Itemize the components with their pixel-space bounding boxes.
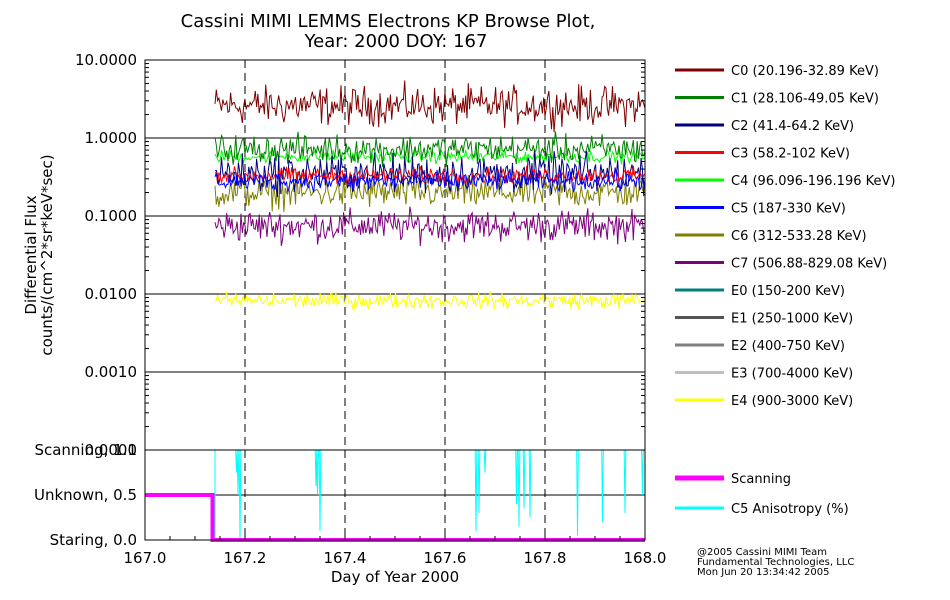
chart-title-line-2: Year: 2000 DOY: 167	[304, 31, 488, 52]
flux-y-tick-label: 0.1000	[85, 207, 138, 225]
x-axis-ticks: 167.0 167.2 167.4 167.6 167.8 168.0	[124, 532, 667, 567]
mode-legend-label: Scanning	[731, 472, 791, 487]
x-tick-label: 167.8	[524, 549, 567, 567]
flux-legend-label: C5 (187-330 KeV)	[731, 202, 846, 217]
flux-series-line	[214, 165, 646, 186]
flux-series-line	[214, 167, 646, 194]
flux-series-line	[214, 206, 646, 247]
mode-y-tick-label: Scanning, 1.0	[34, 441, 137, 459]
flux-series-line	[214, 131, 646, 167]
flux-legend-label: E1 (250-1000 KeV)	[731, 312, 853, 327]
flux-series-line	[214, 80, 646, 133]
flux-series-line	[214, 290, 646, 312]
x-tick-label: 167.0	[124, 549, 167, 567]
x-tick-label: 167.6	[424, 549, 467, 567]
footer-organization: Fundamental Technologies, LLC	[697, 557, 854, 568]
anisotropy-line	[214, 449, 645, 541]
mode-gridlines	[145, 450, 645, 540]
flux-y-tick-label: 0.0001	[85, 441, 138, 459]
mode-y-tick-label: Staring, 0.0	[50, 531, 137, 549]
flux-y-tick-label: 0.0100	[85, 285, 138, 303]
flux-y-axis-label-line-1: Differential Flux	[22, 195, 40, 314]
flux-legend-label: C4 (96.096-196.196 KeV)	[731, 174, 895, 189]
flux-legend: C0 (20.196-32.89 KeV) C1 (28.106-49.05 Ke…	[675, 64, 895, 409]
mode-y-tick-label: Unknown, 0.5	[34, 486, 137, 504]
flux-y-axis-label-line-2: counts/(cm^2*sr*keV*sec)	[38, 154, 56, 355]
flux-y-tick-label: 0.0010	[85, 363, 138, 381]
mode-legend-label: C5 Anisotropy (%)	[731, 502, 849, 517]
flux-legend-label: E0 (150-200 KeV)	[731, 284, 845, 299]
flux-legend-label: C1 (28.106-49.05 KeV)	[731, 92, 879, 107]
flux-y-ticks: 10.0000 1.0000 0.1000 0.0100 0.0010 0.0001	[75, 51, 645, 459]
x-tick-label: 168.0	[624, 549, 667, 567]
mode-y-ticks: Scanning, 1.0 Unknown, 0.5 Staring, 0.0	[34, 441, 137, 549]
footer-copyright: @2005 Cassini MIMI Team	[697, 547, 827, 558]
flux-legend-label: C6 (312-533.28 KeV)	[731, 229, 867, 244]
flux-legend-label: E2 (400-750 KeV)	[731, 339, 845, 354]
footer-timestamp: Mon Jun 20 13:34:42 2005	[697, 567, 830, 578]
flux-legend-label: C0 (20.196-32.89 KeV)	[731, 64, 879, 79]
flux-series-line	[214, 172, 646, 213]
chart-title-line-1: Cassini MIMI LEMMS Electrons KP Browse P…	[181, 11, 596, 32]
flux-legend-label: C7 (506.88-829.08 KeV)	[731, 257, 887, 272]
x-tick-label: 167.2	[224, 549, 267, 567]
mode-legend: Scanning C5 Anisotropy (%)	[675, 472, 849, 517]
flux-legend-label: C2 (41.4-64.2 KeV)	[731, 119, 854, 134]
flux-legend-label: E4 (900-3000 KeV)	[731, 394, 853, 409]
flux-legend-label: C3 (58.2-102 KeV)	[731, 147, 850, 162]
flux-y-tick-label: 10.0000	[75, 51, 137, 69]
flux-series	[214, 80, 646, 312]
flux-legend-label: E3 (700-4000 KeV)	[731, 367, 853, 382]
flux-y-tick-label: 1.0000	[85, 129, 138, 147]
x-axis-label: Day of Year 2000	[331, 568, 459, 586]
x-tick-label: 167.4	[324, 549, 367, 567]
